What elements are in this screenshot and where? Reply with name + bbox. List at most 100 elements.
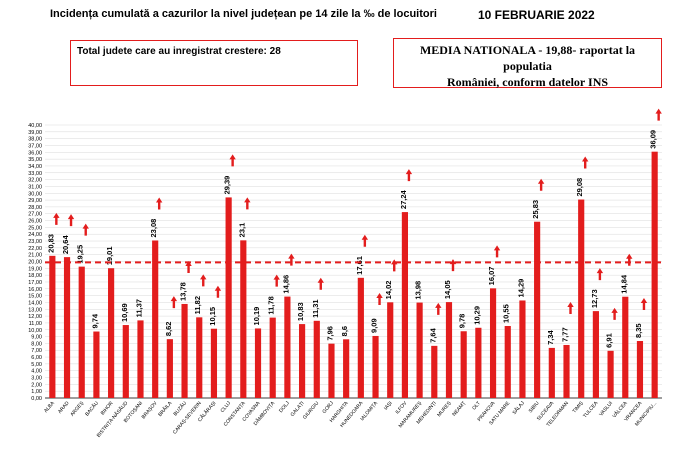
data-label: 36,09 xyxy=(649,130,658,149)
bar xyxy=(548,347,555,398)
increase-arrow-icon xyxy=(493,245,501,258)
y-tick-label: 34,00 xyxy=(28,164,42,170)
increase-arrow-icon xyxy=(170,296,178,309)
bar xyxy=(63,257,71,398)
data-label: 23,08 xyxy=(149,219,158,238)
bar xyxy=(298,324,306,398)
x-tick-label: TIMIȘ xyxy=(572,400,586,415)
y-tick-label: 4,00 xyxy=(31,369,42,375)
increase-arrow-icon xyxy=(273,274,280,287)
y-tick-label: 7,00 xyxy=(31,348,42,354)
data-label: 29,08 xyxy=(575,178,584,197)
data-label: 10,19 xyxy=(252,307,261,326)
x-tick-label: BRĂILA xyxy=(157,399,174,418)
data-label: 7,34 xyxy=(546,329,555,344)
y-tick-label: 24,00 xyxy=(28,232,42,238)
y-tick-label: 38,00 xyxy=(28,137,42,143)
bar xyxy=(181,303,188,398)
x-tick-label: CLUJ xyxy=(220,400,233,414)
bar xyxy=(225,197,232,398)
x-tick-label: ALBA xyxy=(43,400,56,414)
bar xyxy=(372,335,379,398)
data-label: 10,55 xyxy=(502,304,511,323)
increase-arrow-icon xyxy=(655,108,662,121)
y-tick-label: 31,00 xyxy=(28,184,42,190)
bar xyxy=(504,325,511,398)
y-tick-label: 14,00 xyxy=(28,300,42,306)
bar xyxy=(240,240,247,398)
bar xyxy=(578,199,585,398)
x-tick-label: SĂLAJ xyxy=(511,399,527,416)
y-tick-label: 35,00 xyxy=(28,157,42,163)
total-counties-label: Total judete care au inregistrat crester… xyxy=(77,46,281,57)
y-tick-label: 18,00 xyxy=(28,273,42,279)
data-label: 14,05 xyxy=(443,280,452,299)
y-tick-label: 17,00 xyxy=(28,280,42,286)
data-label: 9,78 xyxy=(458,314,467,329)
data-label: 10,29 xyxy=(472,306,481,325)
bar xyxy=(622,296,629,398)
y-tick-label: 12,00 xyxy=(28,314,42,320)
x-tick-label: DOLJ xyxy=(278,400,291,414)
data-label: 14,02 xyxy=(384,281,393,300)
bar xyxy=(196,317,203,398)
increase-arrow-icon xyxy=(611,307,618,320)
y-tick-label: 28,00 xyxy=(28,205,42,211)
data-label: 12,73 xyxy=(590,289,599,308)
data-label: 20,83 xyxy=(46,234,55,253)
bar xyxy=(254,328,262,398)
data-label: 14,29 xyxy=(516,279,525,298)
increase-arrow-icon xyxy=(376,292,383,305)
y-tick-label: 30,00 xyxy=(28,191,42,197)
increase-arrow-icon xyxy=(537,178,545,191)
increase-arrow-icon xyxy=(229,154,236,167)
y-tick-label: 39,00 xyxy=(28,130,42,136)
bar xyxy=(607,350,614,398)
increase-arrow-icon xyxy=(391,259,398,272)
y-tick-label: 16,00 xyxy=(28,287,42,293)
bar xyxy=(343,339,350,398)
bar xyxy=(534,221,541,398)
data-label: 7,77 xyxy=(561,327,570,342)
data-label: 10,15 xyxy=(208,307,217,326)
bar xyxy=(357,277,364,398)
y-tick-label: 23,00 xyxy=(28,239,42,245)
increase-arrow-icon xyxy=(626,253,633,266)
bar xyxy=(519,300,526,398)
y-tick-label: 36,00 xyxy=(28,150,42,156)
y-tick-label: 32,00 xyxy=(28,178,42,184)
y-tick-label: 2,00 xyxy=(31,382,42,388)
bar xyxy=(93,331,100,398)
bar xyxy=(166,339,173,398)
y-tick-label: 29,00 xyxy=(28,198,42,204)
y-tick-label: 10,00 xyxy=(28,328,42,334)
data-label: 8,6 xyxy=(340,326,349,336)
data-label: 11,78 xyxy=(267,296,276,314)
increase-arrow-icon xyxy=(288,253,295,266)
data-label: 25,83 xyxy=(531,200,540,219)
data-label: 14,86 xyxy=(281,275,290,294)
national-average-line1: MEDIA NATIONALA - 19,88- raportat la pop… xyxy=(419,43,636,73)
increase-arrow-icon xyxy=(200,274,207,287)
y-tick-label: 5,00 xyxy=(31,362,42,368)
x-tick-label: BACĂU xyxy=(84,399,101,417)
x-tick-label: MUREȘ xyxy=(436,400,453,418)
bar xyxy=(651,151,658,398)
increase-arrow-icon xyxy=(435,302,442,315)
y-tick-label: 27,00 xyxy=(28,212,42,218)
data-label: 9,74 xyxy=(90,313,99,328)
increase-arrow-icon xyxy=(596,268,604,281)
x-tick-label: SIBIU xyxy=(528,400,541,414)
y-tick-label: 26,00 xyxy=(28,219,42,225)
increase-arrow-icon xyxy=(582,156,589,169)
x-tick-label: ARGEȘ xyxy=(69,400,85,418)
x-tick-label: GORJ xyxy=(321,400,335,415)
bar xyxy=(416,302,423,398)
increase-arrow-icon xyxy=(405,169,413,182)
data-label: 10,83 xyxy=(296,302,305,321)
bar xyxy=(122,325,129,398)
bar xyxy=(475,327,482,398)
y-tick-label: 21,00 xyxy=(28,253,42,259)
x-tick-label: IAȘI xyxy=(383,400,394,411)
